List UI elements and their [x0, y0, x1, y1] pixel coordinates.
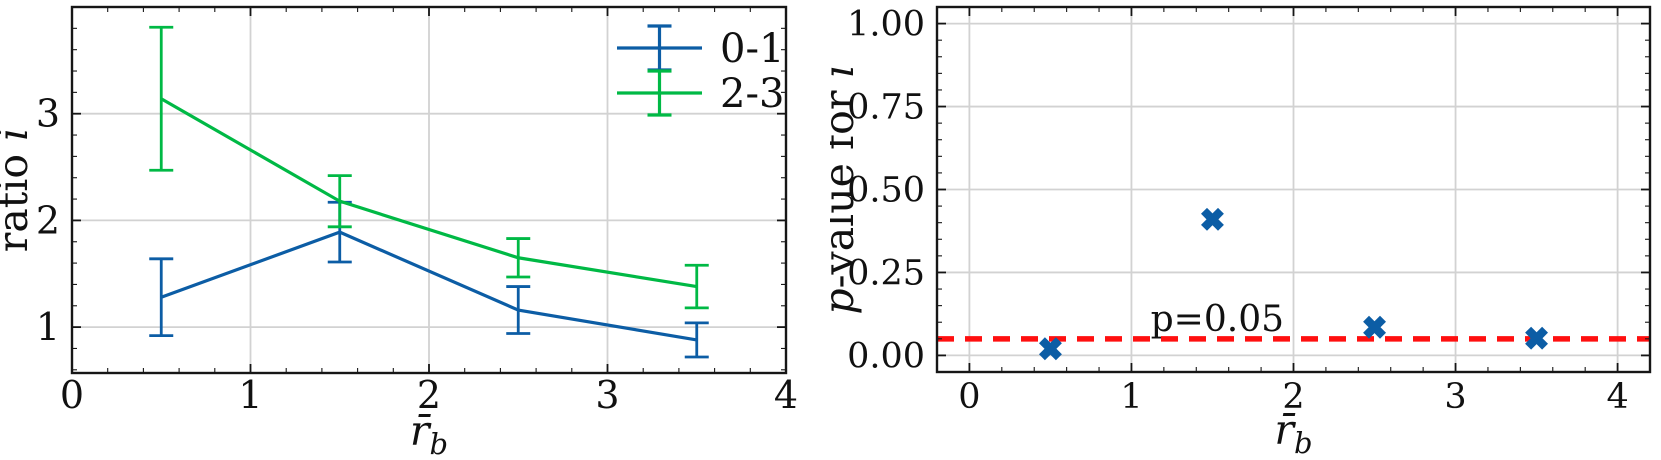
- legend-label: 0-1: [720, 26, 784, 72]
- x-tick-label: 2: [1282, 377, 1304, 417]
- axes-spines: [70, 5, 788, 375]
- x-tick-label: 1: [238, 373, 262, 417]
- y-tick-label: 1: [36, 305, 60, 349]
- x-axis-label: r̄b: [410, 407, 448, 460]
- scatter-marker: [1201, 207, 1224, 231]
- axes-spines: [935, 5, 1652, 374]
- x-axis-label: r̄b: [1274, 406, 1312, 460]
- y-tick-label: 3: [36, 92, 60, 136]
- x-tick-label: 0: [958, 377, 980, 417]
- y-tick-label: 0.00: [847, 336, 925, 376]
- y-axis-label: ratio i: [0, 128, 37, 252]
- threshold-annotation: p=0.05: [1151, 299, 1284, 340]
- x-tick-label: 1: [1120, 377, 1142, 417]
- x-tick-label: 4: [774, 373, 798, 417]
- y-tick-label: 1.00: [847, 4, 925, 44]
- x-tick-label: 3: [595, 373, 619, 417]
- pvalue-chart: p=0.05 0 1 2 3 4 0.00 0.25 0.50 0.75 1.00 r̄b p-valu…: [830, 4, 1652, 460]
- y-axis-label: p-value for i: [830, 64, 863, 314]
- x-tick-label: 0: [60, 373, 84, 417]
- x-tick-label: 3: [1444, 377, 1466, 417]
- y-tick-label: 0.50: [847, 170, 925, 210]
- scatter-marker: [1525, 326, 1548, 350]
- series-line-0-1: [160, 230, 698, 342]
- series-line-2-3: [160, 97, 698, 289]
- y-tick-label: 0.25: [847, 253, 925, 293]
- scatter-marker: [1039, 337, 1062, 361]
- y-tick-label: 2: [36, 198, 60, 242]
- x-tick-label: 4: [1606, 377, 1628, 417]
- y-tick-label: 0.75: [847, 87, 925, 127]
- scatter-marker: [1363, 315, 1386, 339]
- x-tick-label: 2: [417, 373, 441, 417]
- legend-label: 2-3: [720, 71, 784, 117]
